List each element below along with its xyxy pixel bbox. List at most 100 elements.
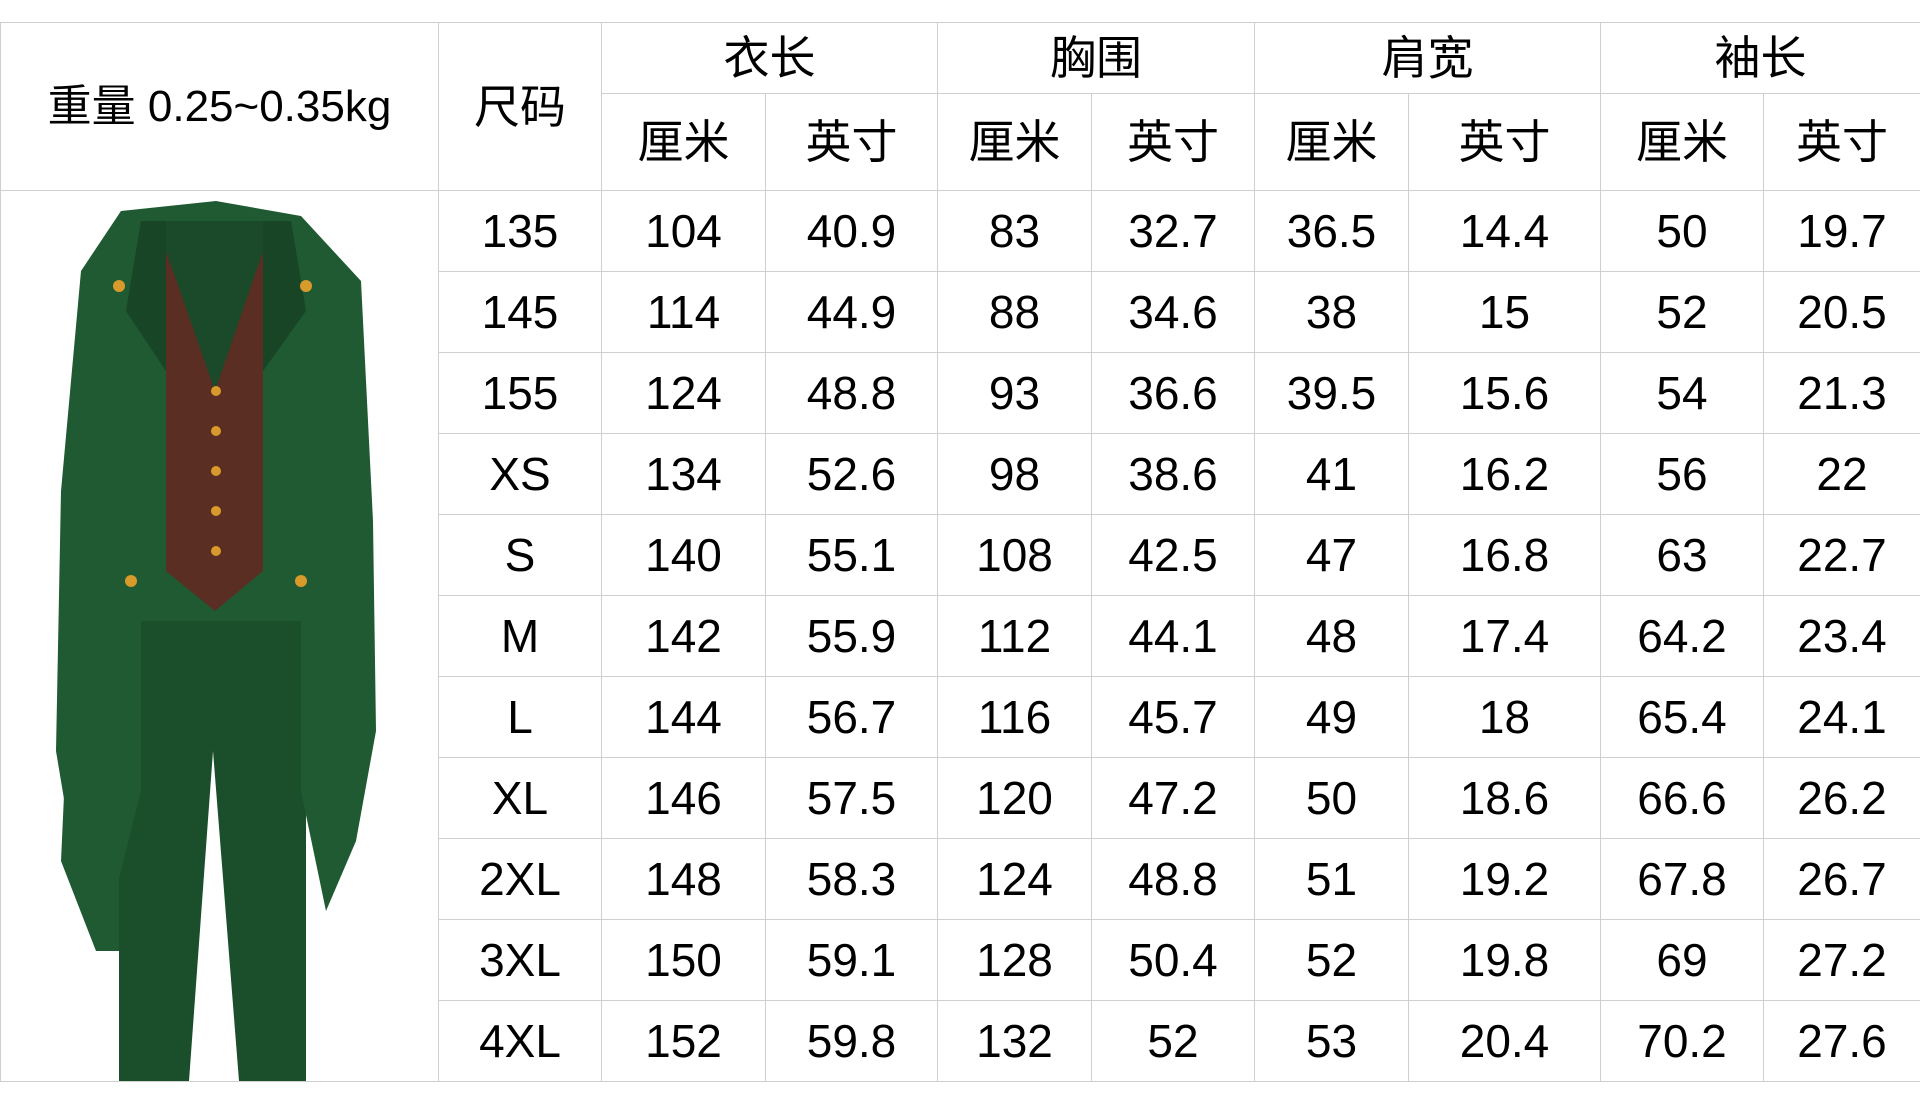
measurement-cell: 120 (937, 757, 1092, 839)
measurement-cell: 70.2 (1600, 1000, 1764, 1082)
weight-label: 重量 0.25~0.35kg (0, 22, 439, 191)
unit-cm: 厘米 (1254, 93, 1409, 191)
table-row: 135 104 40.9 83 32.7 36.5 14.4 50 19.7 (0, 190, 1920, 1082)
measurement-cell: 148 (601, 838, 766, 920)
measurement-cell: 128 (937, 919, 1092, 1001)
measurement-cell: 124 (601, 352, 766, 434)
measurement-cell: 18 (1408, 676, 1601, 758)
measurement-cell: 132 (937, 1000, 1092, 1082)
measurement-cell: 54 (1600, 352, 1764, 434)
unit-inch: 英寸 (1408, 93, 1601, 191)
measurement-cell: 19.7 (1763, 190, 1920, 272)
unit-cm: 厘米 (601, 93, 766, 191)
measurement-cell: 55.1 (765, 514, 938, 596)
measurement-cell: 134 (601, 433, 766, 515)
table-row: 3XL 150 59.1 128 50.4 52 19.8 69 27.2 (1, 919, 1920, 1001)
measurement-cell: 146 (601, 757, 766, 839)
measurement-cell: 56 (1600, 433, 1764, 515)
measurement-cell: 52 (1600, 271, 1764, 353)
measurement-cell: 98 (937, 433, 1092, 515)
measurement-cell: 18.6 (1408, 757, 1601, 839)
table-row: 2XL 148 58.3 124 48.8 51 19.2 67.8 26.7 (1, 838, 1920, 920)
tailcoat-costume-image (56, 201, 376, 1081)
size-cell: 155 (438, 352, 602, 434)
group-header-shoulder: 肩宽 (1254, 22, 1601, 94)
size-cell: 145 (438, 271, 602, 353)
measurement-cell: 140 (601, 514, 766, 596)
measurement-cell: 20.4 (1408, 1000, 1601, 1082)
measurement-cell: 48.8 (1091, 838, 1255, 920)
measurement-cell: 24.1 (1763, 676, 1920, 758)
measurement-cell: 124 (937, 838, 1092, 920)
product-image (0, 190, 439, 1082)
measurement-cell: 14.4 (1408, 190, 1601, 272)
measurement-cell: 45.7 (1091, 676, 1255, 758)
measurement-cell: 32.7 (1091, 190, 1255, 272)
measurement-cell: 21.3 (1763, 352, 1920, 434)
measurement-cell: 42.5 (1091, 514, 1255, 596)
measurement-cell: 50 (1600, 190, 1764, 272)
size-cell: 2XL (438, 838, 602, 920)
unit-cm: 厘米 (1600, 93, 1764, 191)
size-cell: 135 (438, 190, 602, 272)
table-row: S 140 55.1 108 42.5 47 16.8 63 22.7 (1, 514, 1920, 596)
measurement-cell: 52.6 (765, 433, 938, 515)
measurement-cell: 52 (1091, 1000, 1255, 1082)
measurement-cell: 50.4 (1091, 919, 1255, 1001)
size-cell: M (438, 595, 602, 677)
group-header-sleeve: 袖长 (1600, 22, 1920, 94)
measurement-cell: 142 (601, 595, 766, 677)
measurement-cell: 104 (601, 190, 766, 272)
measurement-cell: 88 (937, 271, 1092, 353)
measurement-cell: 47.2 (1091, 757, 1255, 839)
measurement-cell: 67.8 (1600, 838, 1764, 920)
measurement-cell: 51 (1254, 838, 1409, 920)
measurement-cell: 53 (1254, 1000, 1409, 1082)
measurement-cell: 48 (1254, 595, 1409, 677)
measurement-cell: 116 (937, 676, 1092, 758)
size-cell: S (438, 514, 602, 596)
measurement-cell: 108 (937, 514, 1092, 596)
size-cell: XL (438, 757, 602, 839)
measurement-cell: 23.4 (1763, 595, 1920, 677)
table-row: M 142 55.9 112 44.1 48 17.4 64.2 23.4 (1, 595, 1920, 677)
size-cell: XS (438, 433, 602, 515)
table-row: L 144 56.7 116 45.7 49 18 65.4 24.1 (1, 676, 1920, 758)
measurement-cell: 114 (601, 271, 766, 353)
size-cell: 3XL (438, 919, 602, 1001)
table-row: XS 134 52.6 98 38.6 41 16.2 56 22 (1, 433, 1920, 515)
measurement-cell: 17.4 (1408, 595, 1601, 677)
table-row: XL 146 57.5 120 47.2 50 18.6 66.6 26.2 (1, 757, 1920, 839)
size-cell: L (438, 676, 602, 758)
table-row: 155 124 48.8 93 36.6 39.5 15.6 54 21.3 (1, 352, 1920, 434)
measurement-cell: 144 (601, 676, 766, 758)
unit-cm: 厘米 (937, 93, 1092, 191)
measurement-cell: 20.5 (1763, 271, 1920, 353)
unit-inch: 英寸 (765, 93, 938, 191)
measurement-cell: 36.5 (1254, 190, 1409, 272)
unit-inch: 英寸 (1763, 93, 1920, 191)
table-row: 4XL 152 59.8 132 52 53 20.4 70.2 27.6 (1, 1000, 1920, 1082)
measurement-cell: 57.5 (765, 757, 938, 839)
measurement-cell: 50 (1254, 757, 1409, 839)
measurement-cell: 58.3 (765, 838, 938, 920)
measurement-cell: 22 (1763, 433, 1920, 515)
measurement-cell: 27.6 (1763, 1000, 1920, 1082)
measurement-cell: 19.8 (1408, 919, 1601, 1001)
measurement-cell: 38 (1254, 271, 1409, 353)
measurement-cell: 36.6 (1091, 352, 1255, 434)
measurement-cell: 40.9 (765, 190, 938, 272)
size-chart-table: 重量 0.25~0.35kg 尺码 衣长 胸围 肩宽 袖长 厘米 英寸 厘米 英… (0, 22, 1920, 1082)
measurement-cell: 59.8 (765, 1000, 938, 1082)
measurement-cell: 15.6 (1408, 352, 1601, 434)
measurement-cell: 38.6 (1091, 433, 1255, 515)
measurement-cell: 65.4 (1600, 676, 1764, 758)
measurement-cell: 47 (1254, 514, 1409, 596)
measurement-cell: 19.2 (1408, 838, 1601, 920)
measurement-cell: 16.2 (1408, 433, 1601, 515)
measurement-cell: 93 (937, 352, 1092, 434)
measurement-cell: 44.1 (1091, 595, 1255, 677)
group-header-chest: 胸围 (937, 22, 1255, 94)
measurement-cell: 34.6 (1091, 271, 1255, 353)
measurement-cell: 150 (601, 919, 766, 1001)
